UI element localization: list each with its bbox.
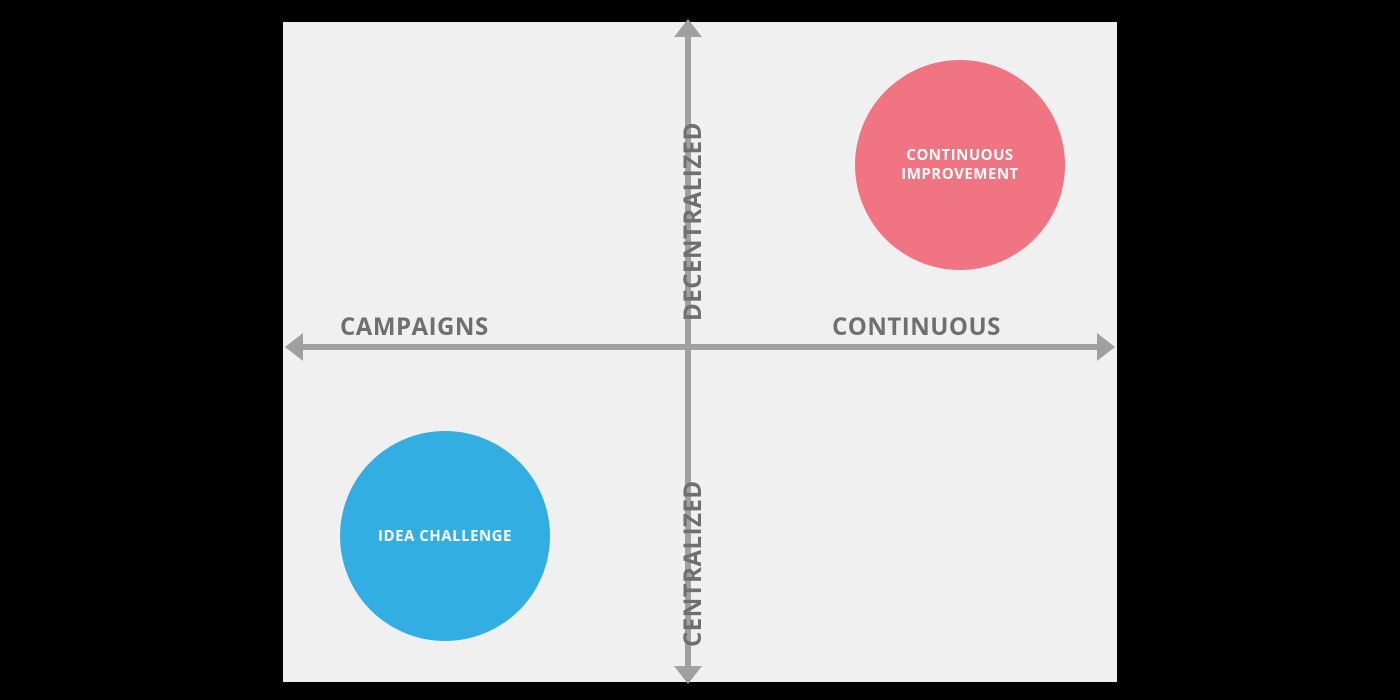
bubble-label: CONTINUOUS IMPROVEMENT bbox=[855, 146, 1065, 184]
bubble-label: IDEA CHALLENGE bbox=[366, 527, 524, 546]
bubble-continuous-improvement: CONTINUOUS IMPROVEMENT bbox=[855, 60, 1065, 270]
x-axis-arrow-left bbox=[285, 333, 303, 361]
x-axis-label-left: CAMPAIGNS bbox=[340, 310, 489, 343]
x-axis-line bbox=[303, 344, 1097, 350]
bubble-idea-challenge: IDEA CHALLENGE bbox=[340, 431, 550, 641]
y-axis-arrow-down bbox=[674, 666, 702, 684]
x-axis-arrow-right bbox=[1097, 333, 1115, 361]
x-axis-label-right: CONTINUOUS bbox=[832, 310, 1001, 343]
y-axis-label-top: DECENTRALIZED bbox=[676, 122, 709, 321]
diagram-stage: CAMPAIGNS CONTINUOUS DECENTRALIZED CENTR… bbox=[0, 0, 1400, 700]
y-axis-arrow-up bbox=[674, 19, 702, 37]
y-axis-label-bottom: CENTRALIZED bbox=[676, 480, 709, 647]
